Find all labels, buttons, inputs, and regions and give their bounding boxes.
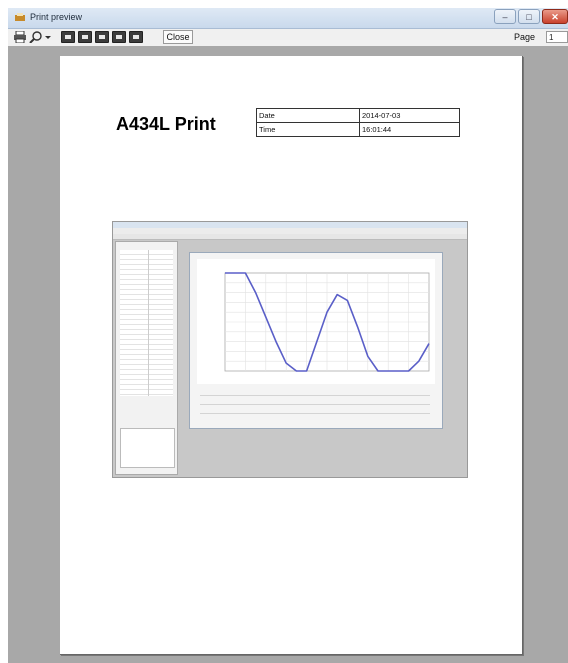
window-title: Print preview [30,12,83,22]
minimize-button[interactable]: – [494,9,516,24]
print-page: A434L Print Date 2014-07-03 Time 16:01:4… [60,56,523,655]
screenshot-plot-area [197,259,435,384]
time-label: Time [256,122,360,137]
screenshot-stats [200,390,430,422]
screenshot-menu-bar [113,228,467,234]
print-icon[interactable] [13,31,27,43]
date-value: 2014-07-03 [359,108,460,123]
page-label: Page [514,32,536,42]
table-row: Date 2014-07-03 [256,108,460,123]
table-row: Time 16:01:44 [256,122,460,137]
screenshot-property-panel [115,241,178,475]
date-label: Date [256,108,360,123]
screenshot-property-grid [120,250,173,396]
preview-area[interactable]: A434L Print Date 2014-07-03 Time 16:01:4… [8,46,568,663]
screenshot-toolbar [113,234,467,240]
close-window-button[interactable]: ✕ [542,9,568,24]
zoom-icon[interactable] [29,31,43,43]
one-page-icon[interactable] [61,31,75,43]
toolbar: Close Page 1 [8,29,568,47]
app-icon [15,13,25,21]
info-table: Date 2014-07-03 Time 16:01:44 [256,108,460,137]
time-value: 16:01:44 [359,122,460,137]
title-bar: Print preview – □ ✕ [8,8,568,29]
four-pages-icon[interactable] [112,31,126,43]
page-number-input[interactable]: 1 [546,31,568,43]
line-chart [224,272,430,372]
six-pages-icon[interactable] [129,31,143,43]
screenshot-title-bar [113,222,467,228]
embedded-screenshot [112,221,468,478]
maximize-button[interactable]: □ [518,9,540,24]
document-title: A434L Print [116,114,216,134]
screenshot-chart-window [189,252,443,429]
screenshot-notes-box [120,428,175,468]
series-line-0 [225,272,430,372]
close-button[interactable]: Close [163,30,193,44]
three-pages-icon[interactable] [95,31,109,43]
two-pages-icon[interactable] [78,31,92,43]
chevron-down-icon[interactable] [44,31,52,43]
